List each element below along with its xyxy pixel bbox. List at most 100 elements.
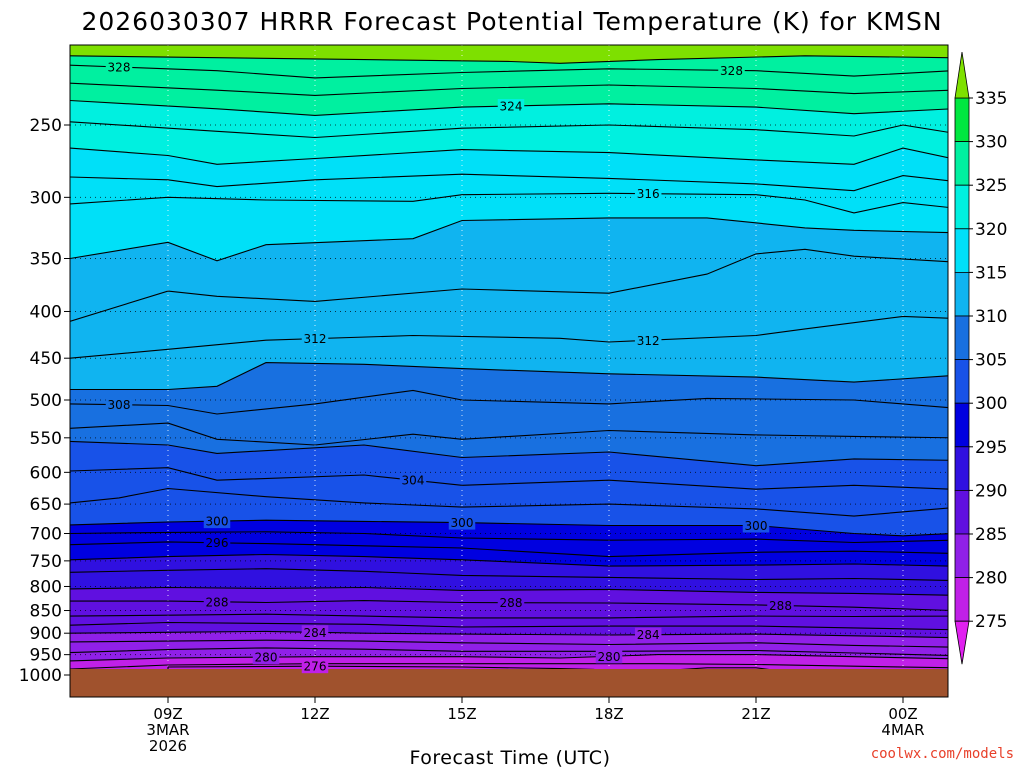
contour-label-bg: [497, 595, 525, 610]
contour-label-bg: [203, 594, 231, 609]
contour-label: 280: [255, 651, 278, 665]
x-tick-label: 4MAR: [881, 721, 924, 739]
contour-298: [70, 531, 948, 544]
colorbar-tick-label: 310: [975, 307, 1007, 327]
contour-278: [70, 663, 948, 670]
x-axis-label: Forecast Time (UTC): [410, 747, 611, 768]
colorbar-band: [954, 228, 970, 273]
plot-frame: [69, 44, 949, 698]
colorbar-tick-label: 305: [975, 351, 1007, 371]
contour-label: 316: [637, 187, 660, 201]
contour-label-bg: [718, 63, 745, 78]
contour-304: [70, 467, 948, 490]
colorbar-tick-label: 320: [975, 220, 1007, 240]
contour-label: 276: [304, 660, 327, 674]
colorbar-tick-label: 280: [975, 569, 1007, 589]
y-tick-label: 450: [30, 349, 62, 369]
ground-fill: [70, 669, 948, 697]
contour-label-bg: [634, 186, 662, 201]
grid-lines: [70, 45, 948, 697]
colorbar-band: [954, 359, 970, 404]
contour-326: [70, 82, 948, 96]
colorbar-tick-label: 300: [975, 394, 1007, 414]
y-tick-label: 550: [30, 429, 62, 449]
contour-label: 304: [402, 474, 425, 488]
x-tick-label: 00Z: [888, 705, 917, 723]
y-tick-label: 800: [30, 577, 62, 597]
plot-area: 328 328 324 316 312 312 308 304 300 300 300 296 288 2…: [70, 45, 948, 697]
colorbar-tick-label: 315: [975, 263, 1007, 283]
ground-layer: [70, 669, 948, 697]
contour-labels: 328 328 324 316 312 312 308 304 300 300 300 296 288 2…: [105, 60, 794, 674]
contour-label-bg: [742, 518, 770, 533]
colorbar-bottom-arrow: [954, 620, 970, 665]
x-tick-label: 18Z: [594, 705, 623, 723]
y-tick-label: 650: [30, 495, 62, 515]
colorbar-top-arrow: [954, 51, 970, 99]
contour-lines: [70, 55, 948, 672]
y-tick-label: 350: [30, 249, 62, 269]
contour-280: [70, 654, 948, 662]
y-tick-label: 950: [30, 646, 62, 666]
contour-label: 328: [720, 64, 743, 78]
contour-287: [70, 613, 948, 619]
contour-288: [70, 600, 948, 611]
x-tick-label: 2026: [149, 737, 187, 755]
contour-label-bg: [301, 331, 329, 346]
y-axis-ticks: 2503003504004505005506006507007508008509…: [19, 116, 70, 686]
colorbar-tick-label: 285: [975, 525, 1007, 545]
colorbar-band: [954, 271, 970, 317]
contour-label: 300: [745, 519, 768, 533]
contour-330: [70, 55, 948, 64]
colorbar-band: [954, 315, 970, 360]
y-tick-label: 900: [30, 624, 62, 644]
contour-label: 312: [637, 334, 660, 348]
colorbar-tick-label: 295: [975, 438, 1007, 458]
contour-label: 284: [637, 628, 660, 642]
contour-296: [70, 541, 948, 558]
y-tick-label: 750: [30, 552, 62, 572]
contour-label-bg: [595, 649, 623, 664]
credit-text: coolwx.com/models: [871, 746, 1014, 762]
contour-label: 308: [108, 398, 131, 412]
colorbar-ticks: 335 330 325 320 315 310 305 300 295 290 285 280 275: [969, 89, 1007, 632]
contour-294: [70, 553, 948, 567]
y-tick-label: 1000: [19, 666, 62, 686]
contour-322: [70, 121, 948, 139]
colorbar-band: [954, 141, 970, 186]
contour-label: 288: [500, 596, 523, 610]
contour-label-bg: [448, 515, 476, 530]
y-tick-label: 600: [30, 463, 62, 483]
contour-label: 288: [206, 595, 229, 609]
colorbar-tick-label: 330: [975, 133, 1007, 153]
colorbar-band: [954, 184, 970, 230]
contour-label-bg: [203, 535, 231, 550]
colorbar-tick-label: 275: [975, 612, 1007, 632]
contour-316: [70, 192, 948, 214]
contour-305: [70, 440, 948, 467]
y-tick-label: 500: [30, 391, 62, 411]
contour-308: [70, 389, 948, 415]
colorbar-band: [954, 577, 970, 622]
colorbar-band: [954, 533, 970, 578]
contour-label-bg: [497, 99, 525, 114]
contour-label-bg: [203, 514, 231, 529]
chart-title: 2026030307 HRRR Forecast Potential Tempe…: [81, 7, 942, 36]
contour-320: [70, 147, 948, 165]
contour-label-bg: [252, 650, 280, 665]
contour-282: [70, 639, 948, 648]
x-tick-label: 3MAR: [146, 721, 189, 739]
contour-324: [70, 99, 948, 116]
contour-label: 300: [451, 516, 474, 530]
colorbar-tick-label: 335: [975, 89, 1007, 109]
contour-281: [70, 647, 948, 656]
contour-label-bg: [301, 659, 329, 674]
x-tick-label: 09Z: [153, 705, 182, 723]
contour-284: [70, 630, 948, 639]
contour-label: 312: [304, 332, 327, 346]
colorbar: [954, 51, 970, 665]
contour-312: [70, 315, 948, 359]
y-tick-label: 300: [30, 188, 62, 208]
contour-292: [70, 568, 948, 581]
